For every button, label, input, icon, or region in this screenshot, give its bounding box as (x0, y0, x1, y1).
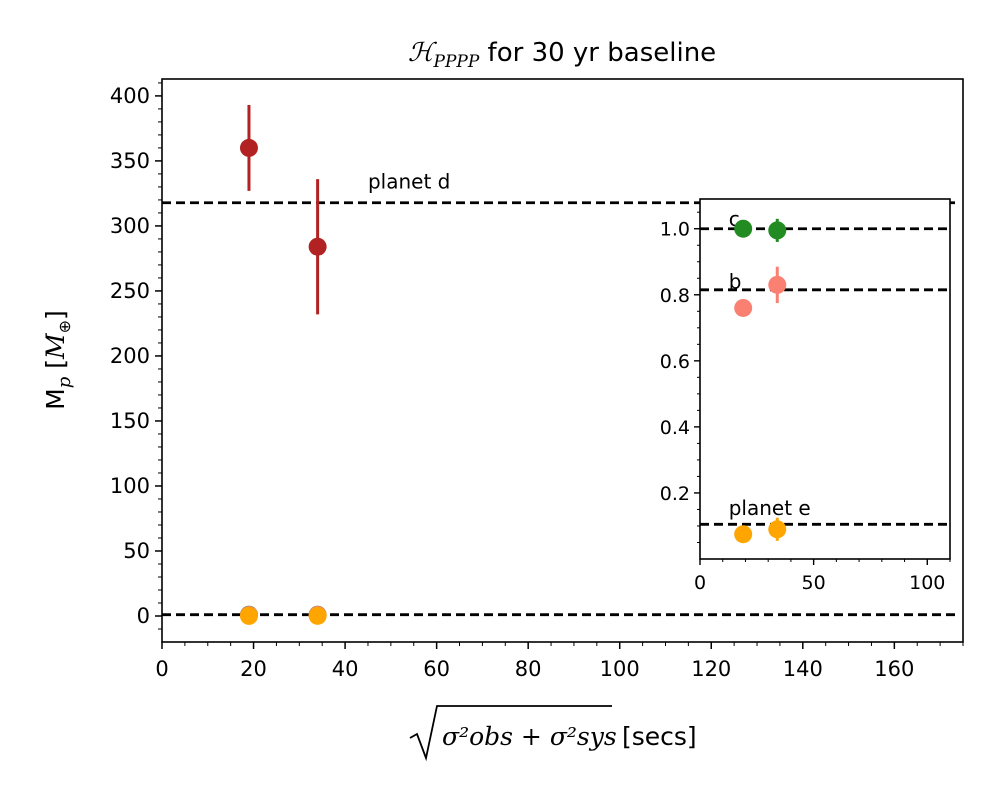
inset-data-point (768, 221, 787, 240)
data-point (308, 606, 327, 625)
ylabel-unit-open: [ (41, 359, 70, 369)
inset-axes: 0.2 0.4 0.6 0.8 1.0 0 50 100 c b planet e (660, 198, 951, 594)
inset-annotation: planet e (729, 496, 811, 520)
x-tick-label: 120 (691, 657, 731, 681)
inset-frame (699, 198, 951, 560)
y-axis-label: Mp[M⊕] (41, 310, 75, 410)
main-axes: 0 50 100 150 200 250 300 350 400 0 20 40 60 80 100 120 1… (110, 78, 964, 681)
inset-data-point (734, 298, 753, 317)
ylabel-unit-sub: ⊕ (55, 320, 74, 333)
chart-title: ℋPPPP for 30 yr baseline (408, 38, 716, 72)
x-axis-label: σ²obs + σ²sys [secs] (409, 705, 697, 762)
inset-y-tick-label: 0.2 (660, 483, 690, 505)
inset-y-tick-label: 0.4 (660, 417, 690, 439)
x-tick-label: 0 (155, 657, 168, 681)
x-tick-label: 40 (332, 657, 359, 681)
y-tick-label: 50 (123, 539, 150, 563)
data-point (239, 606, 258, 625)
inset-x-tick-label: 0 (694, 572, 706, 594)
inset-data-point (734, 525, 753, 544)
title-subscript: PPPP (433, 52, 480, 72)
xlabel-expression: σ²obs + σ²sys (442, 722, 617, 751)
y-tick-label: 300 (110, 214, 150, 238)
planet-d-annotation: planet d (368, 169, 450, 193)
inset-data-point (768, 275, 787, 294)
data-point (308, 237, 327, 256)
title-rest: for 30 yr baseline (479, 38, 716, 68)
data-point (239, 138, 258, 157)
y-tick-label: 350 (110, 149, 150, 173)
y-tick-label: 150 (110, 409, 150, 433)
x-tick-label: 100 (600, 657, 640, 681)
inset-y-tick-label: 1.0 (660, 219, 690, 241)
y-tick-label: 100 (110, 474, 150, 498)
x-tick-label: 60 (423, 657, 450, 681)
ylabel-sub: p (54, 376, 75, 388)
inset-data-point (768, 520, 787, 539)
inset-data-point (734, 219, 753, 238)
inset-x-tick-label: 100 (909, 572, 945, 594)
inset-y-tick-label: 0.8 (660, 285, 690, 307)
ylabel-unit-close: ] (41, 310, 70, 320)
inset-annotation: c (729, 207, 740, 231)
ylabel-main: M (41, 388, 70, 410)
x-tick-label: 140 (783, 657, 823, 681)
xlabel-unit: [secs] (622, 722, 697, 751)
title-prefix: ℋ (408, 38, 438, 68)
x-tick-label: 20 (240, 657, 267, 681)
inset-x-tick-label: 50 (802, 572, 826, 594)
inset-y-tick-label: 0.6 (660, 351, 690, 373)
ylabel-unit-m: M (41, 332, 70, 360)
y-tick-label: 200 (110, 344, 150, 368)
y-tick-label: 0 (137, 604, 150, 628)
y-tick-label: 400 (110, 84, 150, 108)
plot-frame (161, 78, 964, 643)
sqrt-radical-icon (409, 705, 612, 762)
x-tick-label: 80 (515, 657, 542, 681)
inset-annotation: b (729, 270, 742, 294)
y-tick-label: 250 (110, 279, 150, 303)
x-tick-label: 160 (874, 657, 914, 681)
